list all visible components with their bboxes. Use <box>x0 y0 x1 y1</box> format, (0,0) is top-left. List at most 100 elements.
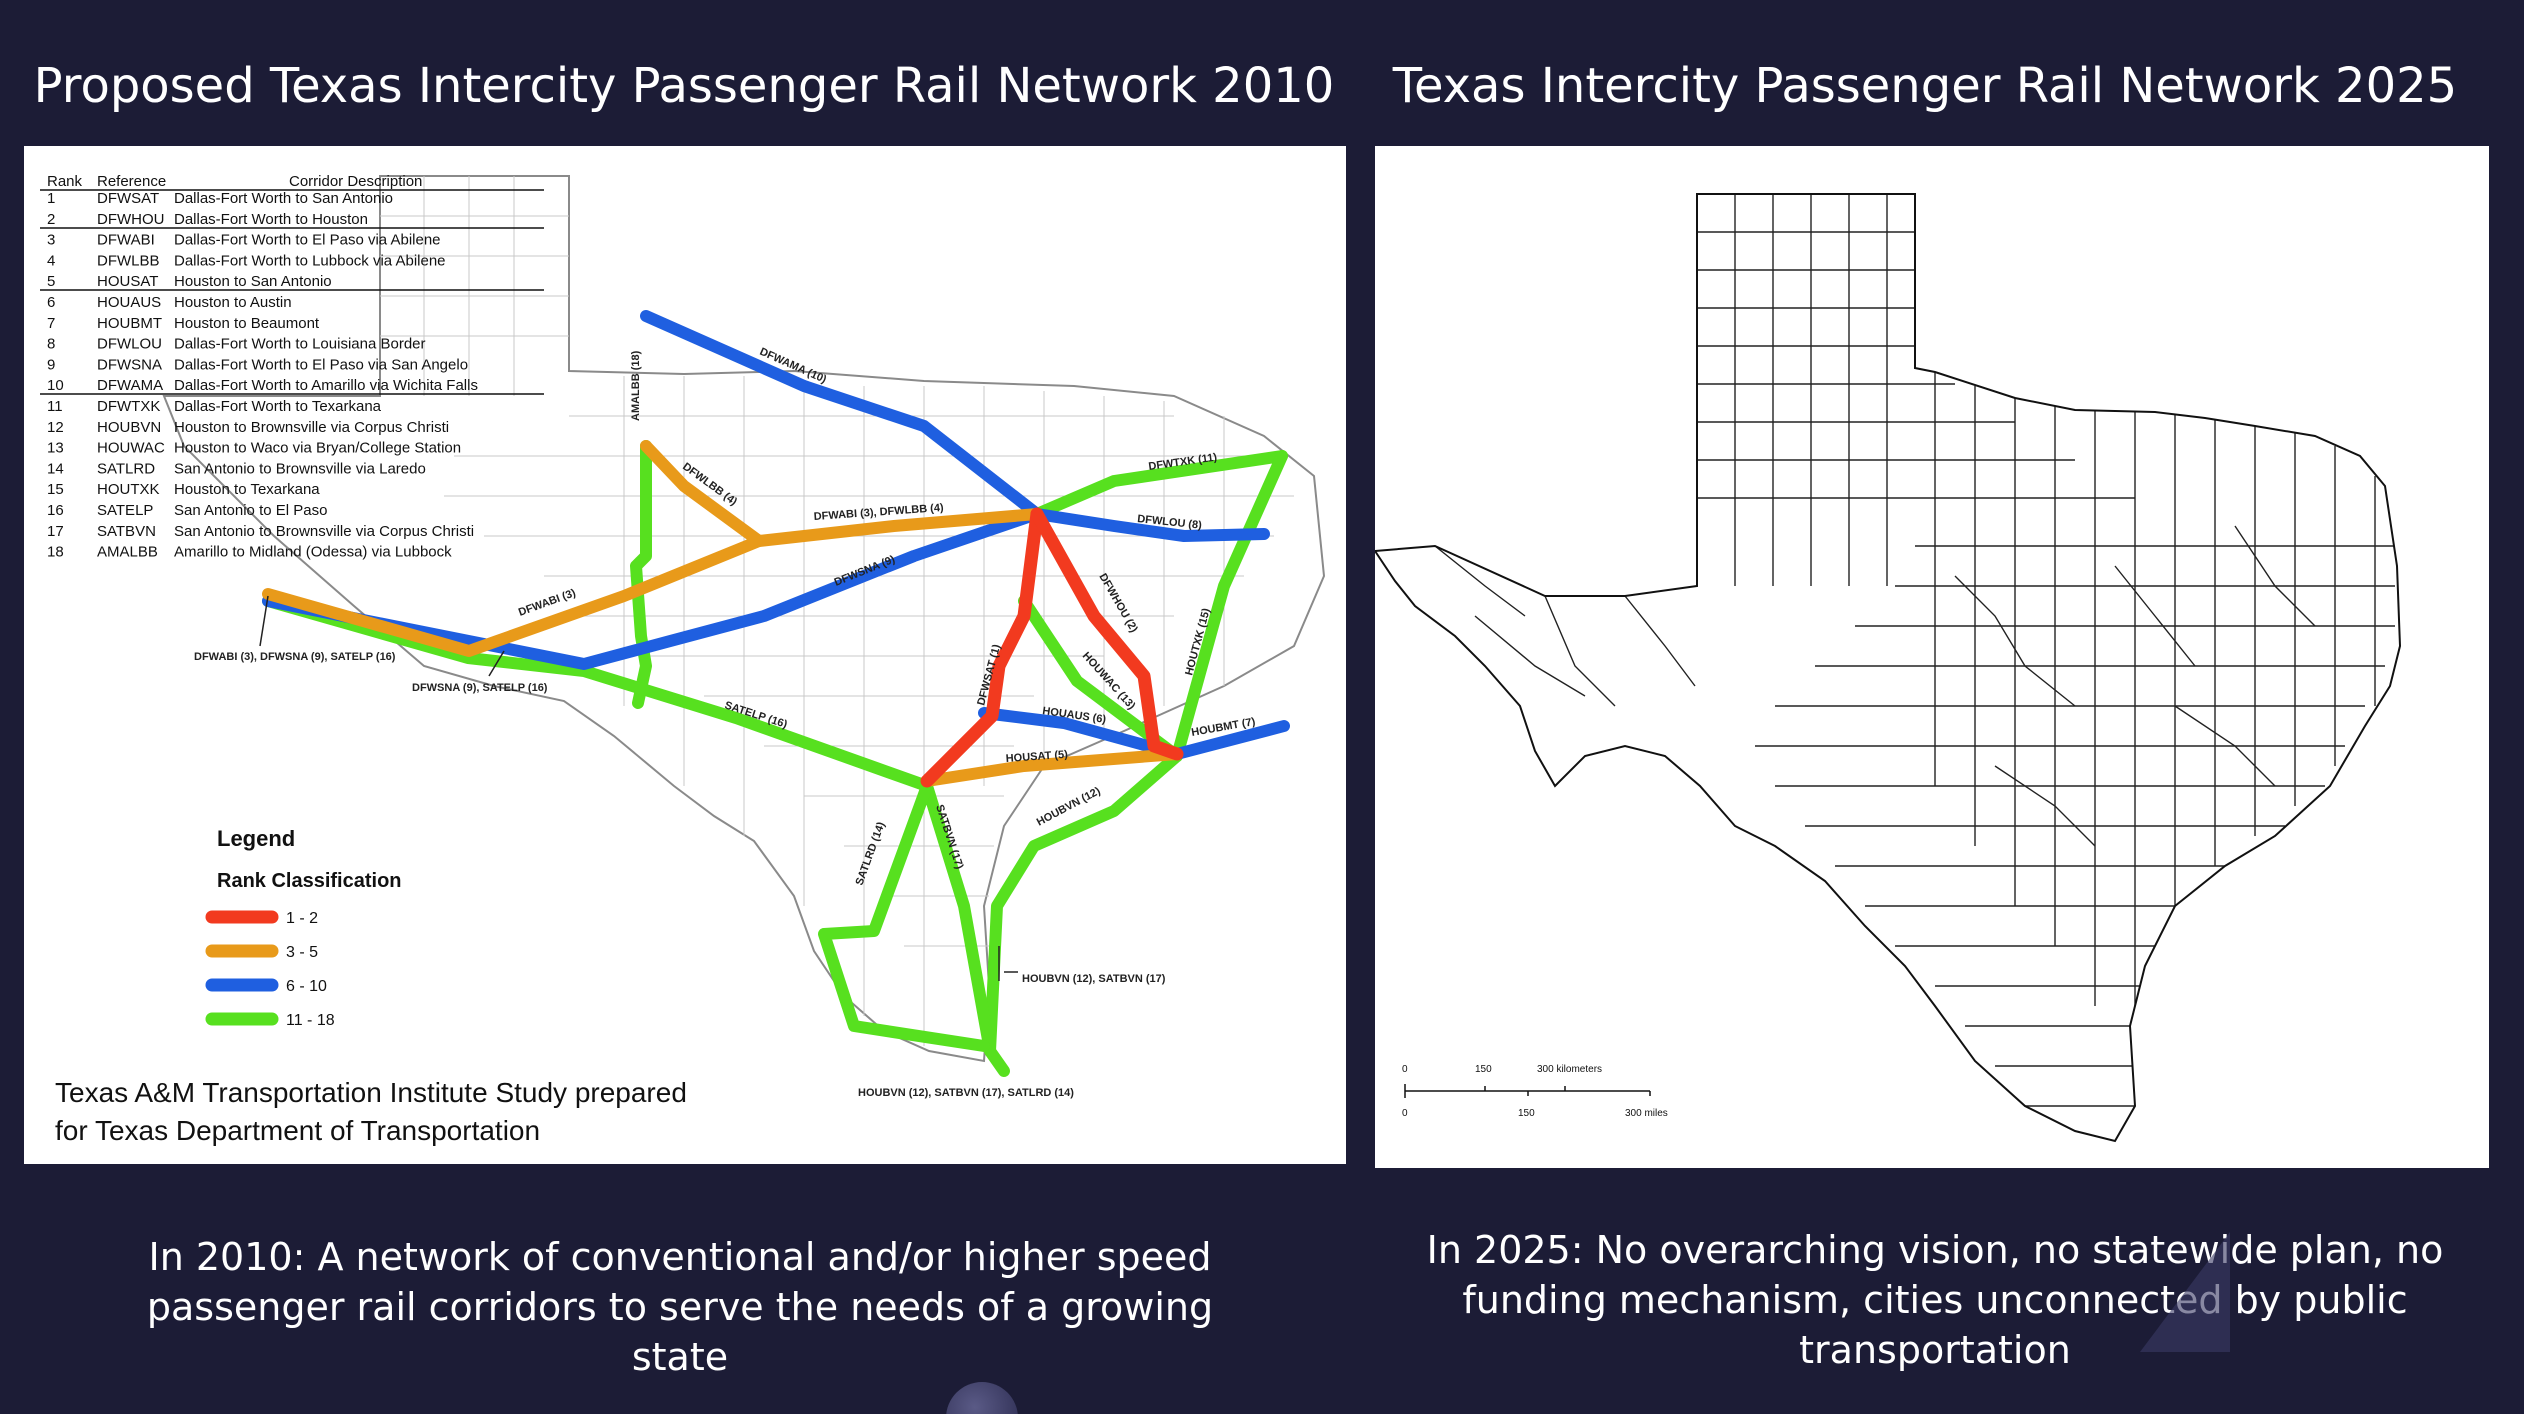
legend-label: 3 - 5 <box>286 944 318 961</box>
table-cell-reference: DFWHOU <box>97 211 165 228</box>
table-cell-rank: 8 <box>47 336 55 353</box>
proposed-network-map: DFWAMA (10) AMALBB (18) DFWLBB (4) DFWAB… <box>40 173 1326 1146</box>
scale-mi-0: 0 <box>1402 1108 1408 1119</box>
table-cell-rank: 7 <box>47 315 55 332</box>
route-houtxk <box>1171 450 1288 762</box>
route-satelp <box>262 595 933 792</box>
scale-mi-300: 300 miles <box>1625 1108 1668 1119</box>
table-cell-rank: 10 <box>47 377 64 394</box>
table-cell-reference: SATBVN <box>97 523 156 540</box>
label-elpaso-west: DFWABI (3), DFWSNA (9), SATELP (16) <box>194 651 396 663</box>
table-cell-rank: 16 <box>47 502 64 519</box>
table-cell-reference: DFWSNA <box>97 356 162 373</box>
table-cell-reference: SATLRD <box>97 460 155 477</box>
legend-items: 1 - 2 3 - 5 6 - 10 11 - 18 <box>205 910 335 1029</box>
legend-label: 6 - 10 <box>286 978 327 995</box>
texas-outline-right <box>1373 193 2402 1143</box>
table-cell-reference: HOUAUS <box>97 294 161 311</box>
table-cell-reference: HOUWAC <box>97 440 165 457</box>
current-network-map-panel: 0 150 300 kilometers 0 150 300 miles <box>1373 146 2489 1168</box>
label-amalbb: AMALBB (18) <box>630 350 642 421</box>
route-houaus <box>978 707 1183 760</box>
table-cell-reference: HOUBMT <box>97 315 162 332</box>
scale-km-150: 150 <box>1475 1064 1492 1075</box>
routes-rank-1-2 <box>920 507 1184 788</box>
table-cell-description: Dallas-Fort Worth to Houston <box>174 211 368 228</box>
route-dfwlou <box>1031 508 1270 542</box>
label-brownsville: HOUBVN (12), SATBVN (17), SATLRD (14) <box>858 1087 1074 1099</box>
table-cell-reference: DFWAMA <box>97 377 163 394</box>
table-cell-reference: DFWLBB <box>97 252 160 269</box>
table-cell-description: San Antonio to Brownsville via Corpus Ch… <box>174 523 474 540</box>
table-cell-rank: 9 <box>47 356 55 373</box>
table-cell-description: Dallas-Fort Worth to San Antonio <box>174 190 393 207</box>
table-cell-description: Dallas-Fort Worth to Lubbock via Abilene <box>174 252 446 269</box>
legend-title: Legend <box>217 826 295 851</box>
label-elpaso-east: DFWSNA (9), SATELP (16) <box>412 682 548 694</box>
legend-subtitle: Rank Classification <box>217 870 402 892</box>
route-houwac <box>1018 595 1183 762</box>
table-header-reference: Reference <box>97 173 166 190</box>
credit-line-2: for Texas Department of Transportation <box>55 1115 540 1146</box>
route-dfwtxk <box>1031 450 1288 520</box>
corridor-table: Rank Reference Corridor Description 1 DFW… <box>40 173 544 561</box>
scale-bar: 0 150 300 kilometers 0 150 300 miles <box>1402 1064 1668 1119</box>
table-cell-rank: 12 <box>47 419 64 436</box>
table-cell-reference: SATELP <box>97 502 153 519</box>
table-cell-rank: 17 <box>47 523 64 540</box>
table-cell-reference: DFWTXK <box>97 398 160 415</box>
texas-county-map: 0 150 300 kilometers 0 150 300 miles <box>1373 193 2402 1143</box>
route-dfwhou <box>1030 507 1184 761</box>
route-satlrd <box>818 780 990 1052</box>
route-amalbb <box>630 440 652 709</box>
table-cell-rank: 5 <box>47 273 55 290</box>
scale-mi-150: 150 <box>1518 1108 1535 1119</box>
county-grid-left <box>380 176 1294 1046</box>
scale-km-300: 300 kilometers <box>1537 1064 1602 1075</box>
left-title: Proposed Texas Intercity Passenger Rail … <box>33 58 1335 114</box>
table-cell-rank: 14 <box>47 460 64 477</box>
decorative-shard <box>2140 1232 2230 1352</box>
table-cell-description: San Antonio to Brownsville via Laredo <box>174 460 426 477</box>
table-header-description: Corridor Description <box>289 173 422 190</box>
table-cell-description: Houston to Texarkana <box>174 481 320 498</box>
route-housat <box>921 748 1183 787</box>
routes-rank-11-18 <box>262 440 1288 1077</box>
label-housat: HOUSAT (5) <box>1005 749 1068 765</box>
right-title: Texas Intercity Passenger Rail Network 2… <box>1392 58 2458 114</box>
table-cell-rank: 6 <box>47 294 55 311</box>
decorative-orb <box>946 1382 1018 1414</box>
table-cell-description: Dallas-Fort Worth to El Paso via Abilene <box>174 232 441 249</box>
table-cell-rank: 1 <box>47 190 55 207</box>
label-corpus: HOUBVN (12), SATBVN (17) <box>1022 973 1166 985</box>
table-cell-description: Dallas-Fort Worth to El Paso via San Ang… <box>174 356 468 373</box>
table-cell-reference: HOUSAT <box>97 273 158 290</box>
table-cell-reference: DFWSAT <box>97 190 159 207</box>
table-cell-rank: 13 <box>47 440 64 457</box>
scale-km-0: 0 <box>1402 1064 1408 1075</box>
route-dfwlbb <box>640 440 765 547</box>
left-caption: In 2010: A network of conventional and/o… <box>146 1235 1214 1379</box>
table-cell-rank: 3 <box>47 232 55 249</box>
credit-line-1: Texas A&M Transportation Institute Study… <box>55 1077 687 1108</box>
table-cell-description: Houston to Austin <box>174 294 292 311</box>
table-cell-description: Houston to Beaumont <box>174 315 320 332</box>
table-cell-reference: HOUBVN <box>97 419 161 436</box>
county-grid-right <box>1375 194 2400 1141</box>
table-cell-rank: 11 <box>47 398 63 415</box>
table-cell-description: Houston to San Antonio <box>174 273 332 290</box>
proposed-network-map-panel: DFWAMA (10) AMALBB (18) DFWLBB (4) DFWAB… <box>24 146 1346 1164</box>
route-dfwabi <box>262 508 1043 657</box>
table-cell-description: Houston to Brownsville via Corpus Christ… <box>174 419 449 436</box>
routes-rank-3-5 <box>262 440 1183 787</box>
table-cell-description: Dallas-Fort Worth to Texarkana <box>174 398 382 415</box>
table-cell-description: Dallas-Fort Worth to Louisiana Border <box>174 336 426 353</box>
table-cell-description: Houston to Waco via Bryan/College Statio… <box>174 440 461 457</box>
table-cell-rank: 4 <box>47 252 55 269</box>
table-cell-description: Amarillo to Midland (Odessa) via Lubbock <box>174 544 452 561</box>
legend: Legend Rank Classification 1 - 2 3 - 5 6 -… <box>205 826 402 1029</box>
table-cell-rank: 2 <box>47 211 55 228</box>
legend-label: 1 - 2 <box>286 910 318 927</box>
table-cell-description: Dallas-Fort Worth to Amarillo via Wichit… <box>174 377 478 394</box>
